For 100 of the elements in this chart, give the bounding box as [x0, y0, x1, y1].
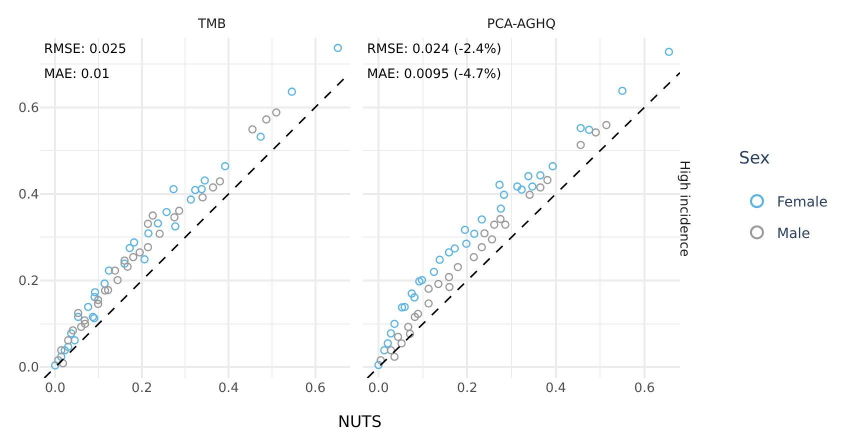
point: [444, 248, 454, 257]
point: [144, 243, 152, 252]
point: [390, 352, 399, 361]
x-tick-label: 0.4: [546, 381, 566, 396]
y-tick-label: 0.6: [18, 100, 39, 116]
point: [410, 312, 420, 322]
point: [410, 293, 419, 302]
point: [460, 226, 470, 234]
point: [450, 244, 459, 253]
point: [104, 266, 114, 275]
point: [169, 185, 178, 194]
point: [470, 253, 478, 262]
chart-title: PCA-AGHQ: [487, 17, 556, 32]
point: [288, 88, 296, 96]
point: [80, 316, 89, 325]
point: [390, 320, 399, 328]
point: [470, 230, 478, 238]
point: [80, 320, 90, 328]
legend-label: Male: [776, 226, 810, 242]
point: [90, 292, 99, 302]
point: [64, 336, 72, 344]
point: [380, 346, 388, 354]
point: [216, 177, 224, 186]
x-tick-label: 0.2: [456, 381, 478, 396]
point: [398, 303, 406, 312]
point: [394, 332, 402, 341]
point: [397, 339, 406, 348]
point: [618, 86, 627, 95]
point: [414, 310, 422, 318]
point: [445, 282, 454, 292]
point: [100, 286, 110, 295]
point: [156, 230, 164, 238]
point: [418, 276, 426, 284]
point: [186, 195, 196, 204]
point: [374, 360, 383, 370]
point: [140, 255, 149, 264]
point: [191, 186, 200, 194]
point: [170, 213, 179, 222]
point: [408, 289, 416, 298]
legend-title: Sex: [738, 148, 770, 168]
point: [67, 329, 76, 338]
point: [592, 128, 600, 137]
x-tick-label: 0.0: [44, 381, 66, 396]
point: [543, 176, 552, 184]
point: [198, 185, 206, 194]
point: [148, 211, 157, 220]
point: [74, 308, 82, 318]
point: [58, 359, 68, 368]
point: [480, 229, 489, 238]
point: [528, 182, 537, 191]
point: [130, 238, 138, 247]
point: [136, 248, 144, 257]
point: [424, 284, 433, 293]
point: [415, 277, 424, 286]
y-tick-label: 0.0: [18, 360, 39, 376]
point: [526, 190, 534, 199]
point: [262, 115, 270, 124]
point: [334, 44, 342, 52]
point: [94, 300, 102, 308]
point: [664, 48, 674, 56]
point: [220, 162, 230, 170]
point: [518, 185, 526, 194]
point: [57, 346, 66, 354]
point: [68, 326, 78, 335]
point: [376, 356, 385, 364]
point: [444, 272, 454, 282]
point: [123, 262, 132, 271]
point: [77, 322, 86, 332]
point: [406, 330, 414, 338]
x-tick-label: 0.4: [218, 381, 239, 396]
point: [100, 279, 109, 288]
point: [60, 346, 69, 354]
point: [54, 356, 62, 364]
point: [576, 140, 585, 150]
point: [436, 256, 444, 264]
point: [584, 126, 594, 134]
point: [208, 183, 218, 192]
point: [386, 329, 396, 338]
annotation: RMSE: 0.025: [44, 42, 126, 57]
point: [384, 339, 392, 348]
point: [386, 346, 396, 354]
point: [478, 243, 486, 252]
point: [120, 256, 129, 265]
point: [576, 124, 585, 132]
point: [120, 260, 129, 268]
point: [536, 183, 544, 192]
point: [144, 220, 152, 228]
point: [104, 286, 112, 294]
point: [70, 336, 79, 344]
point: [57, 352, 66, 361]
point: [501, 220, 510, 229]
y-tick-label: 0.2: [18, 274, 39, 290]
point: [548, 162, 557, 170]
x-tick-label: 0.2: [132, 381, 152, 396]
x-tick-label: 0.6: [304, 381, 326, 396]
point: [404, 322, 412, 332]
point: [198, 193, 207, 202]
point: [488, 235, 496, 244]
point: [500, 190, 508, 199]
point: [524, 172, 533, 180]
